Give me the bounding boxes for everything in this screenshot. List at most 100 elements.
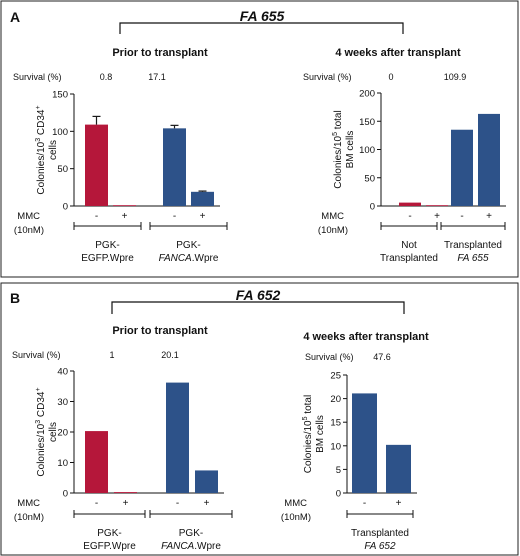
group-label-line2: FA 655: [457, 253, 489, 264]
y-axis-label-line2: cells: [48, 140, 59, 160]
group-bracket: [149, 510, 233, 518]
survival-value: 17.1: [148, 72, 166, 82]
mmc-sign: +: [122, 211, 128, 222]
y-axis-label: Colonies/103 CD34+: [35, 387, 47, 476]
y-tick-label: 10: [57, 458, 68, 469]
y-axis-label: Colonies/103 CD34+: [35, 105, 47, 194]
mmc-dose: (10nM): [318, 225, 348, 236]
y-axis-label-line2: cells: [48, 422, 59, 442]
mmc-sign: -: [95, 211, 98, 222]
mmc-sign: +: [486, 211, 492, 222]
panel-b-title: FA 652: [236, 287, 281, 303]
y-tick-label: 200: [359, 89, 375, 100]
panel-a-bracket: [119, 22, 404, 34]
mmc-dose: (10nM): [14, 225, 44, 236]
y-axis-label: Colonies/105 total: [332, 110, 344, 188]
mmc-label: MMC: [17, 211, 40, 222]
group-bracket: [73, 510, 146, 518]
mmc-sign: -: [95, 498, 98, 509]
panel-a-chart-2: 4 weeks after transplant Survival (%) 0 109…: [303, 47, 506, 264]
group-label: PGK-: [97, 528, 121, 539]
group-bracket: [380, 222, 438, 230]
y-tick-label: 30: [57, 397, 68, 408]
panel-b-bracket: [111, 301, 405, 314]
panel-b-letter: B: [10, 290, 20, 306]
bar: [478, 113, 500, 206]
mmc-sign: +: [434, 211, 440, 222]
mmc-label: MMC: [17, 498, 40, 509]
y-tick-label: 20: [57, 428, 68, 439]
mmc-sign: -: [460, 211, 463, 222]
y-tick-label: 10: [330, 441, 341, 452]
survival-label: Survival (%): [305, 352, 354, 362]
bar: [426, 205, 448, 206]
survival-value: 1: [109, 350, 114, 360]
bar: [451, 129, 473, 206]
survival-value: 0: [388, 72, 393, 82]
group-bracket: [73, 222, 142, 230]
group-label: Transplanted: [351, 528, 409, 539]
panel-a-chart-1: Prior to transplant Survival (%) 0.8 17.1 0 5…: [13, 47, 228, 264]
mmc-dose: (10nM): [14, 512, 44, 523]
panel-a-title: FA 655: [240, 8, 285, 24]
mmc-sign: -: [408, 211, 411, 222]
bar: [85, 431, 108, 493]
chart-heading: Prior to transplant: [112, 47, 208, 59]
y-tick-label: 150: [52, 90, 68, 101]
group-bracket: [440, 222, 506, 230]
y-axis-label: Colonies/105 total: [302, 395, 314, 473]
group-label: Transplanted: [444, 240, 502, 251]
group-label-line2: Transplanted: [380, 253, 438, 264]
mmc-sign: +: [396, 498, 402, 509]
y-tick-label: 150: [359, 117, 375, 128]
survival-label: Survival (%): [13, 72, 62, 82]
group-bracket: [346, 510, 414, 518]
group-label: PGK-: [176, 240, 200, 251]
panel-b-border: [0, 282, 519, 556]
y-tick-label: 100: [359, 145, 375, 156]
group-label-line2: FA 652: [364, 541, 396, 552]
chart-heading: Prior to transplant: [112, 325, 208, 337]
bar: [85, 124, 108, 206]
bar: [195, 470, 218, 493]
y-tick-label: 15: [330, 418, 341, 429]
group-label-line2: EGFP.Wpre: [83, 541, 136, 552]
panel-a-letter: A: [10, 9, 20, 25]
survival-value: 109.9: [444, 72, 467, 82]
mmc-sign: +: [200, 211, 206, 222]
survival-value: 20.1: [161, 350, 179, 360]
group-label-line2: FANCA.Wpre: [159, 253, 219, 264]
y-tick-label: 25: [330, 371, 341, 382]
mmc-label: MMC: [284, 498, 307, 509]
y-tick-label: 0: [370, 202, 375, 213]
mmc-sign: +: [123, 498, 129, 509]
mmc-sign: +: [204, 498, 210, 509]
y-tick-label: 20: [330, 394, 341, 405]
y-tick-label: 0: [63, 489, 68, 500]
survival-label: Survival (%): [303, 72, 352, 82]
y-tick-label: 100: [52, 127, 68, 138]
y-tick-label: 50: [364, 173, 375, 184]
bar: [399, 202, 421, 206]
mmc-dose: (10nM): [281, 512, 311, 523]
bar: [352, 393, 377, 493]
mmc-sign: -: [173, 211, 176, 222]
group-label-line2: EGFP.Wpre: [81, 253, 134, 264]
survival-value: 47.6: [373, 352, 391, 362]
bar: [113, 205, 136, 206]
y-tick-label: 5: [336, 465, 341, 476]
chart-heading: 4 weeks after transplant: [335, 47, 461, 59]
group-label: PGK-: [179, 528, 203, 539]
panel-b-chart-1: Prior to transplant Survival (%) 1 20.1 0 10 2…: [12, 325, 233, 552]
bar: [114, 492, 137, 493]
bar: [166, 382, 189, 493]
survival-value: 0.8: [100, 72, 113, 82]
y-axis-label-line2: BM cells: [315, 415, 326, 453]
bar: [191, 191, 214, 206]
mmc-sign: -: [176, 498, 179, 509]
mmc-label: MMC: [321, 211, 344, 222]
group-label: Not: [401, 240, 417, 251]
y-axis-label-line2: BM cells: [345, 131, 356, 169]
chart-heading: 4 weeks after transplant: [303, 331, 429, 343]
